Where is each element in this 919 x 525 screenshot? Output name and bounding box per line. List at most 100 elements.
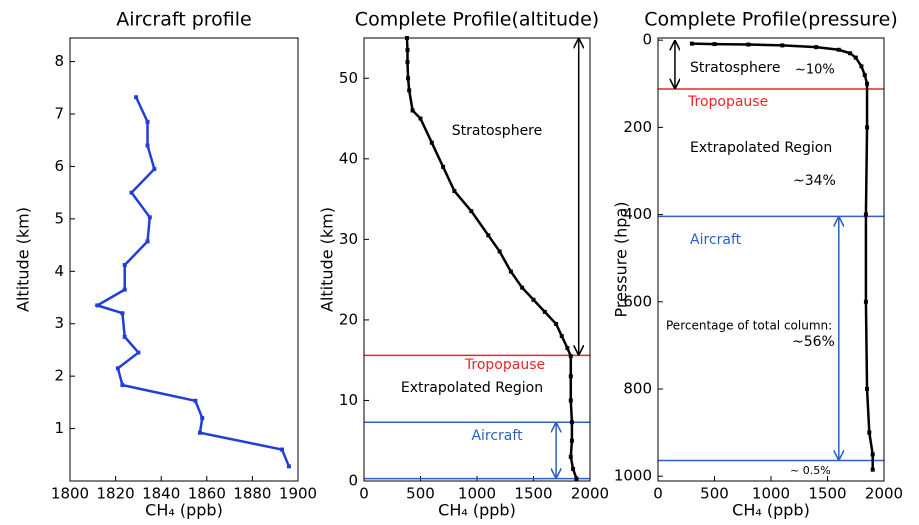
- point: [486, 233, 491, 238]
- x-axis-label: CH₄ (ppb): [438, 501, 516, 520]
- point: [406, 76, 411, 81]
- x-tick-label: 1800: [51, 485, 89, 503]
- point: [120, 383, 125, 388]
- y-tick-label: 7: [54, 105, 64, 123]
- y-tick-label: 20: [339, 310, 358, 328]
- point: [574, 476, 579, 481]
- annotation: Tropopause: [687, 94, 768, 110]
- y-axis-label: Altitude (km): [14, 207, 33, 312]
- point: [554, 321, 559, 326]
- point: [115, 366, 120, 371]
- point: [569, 438, 574, 443]
- x-tick-label: 1820: [97, 485, 135, 503]
- plot-frame: [69, 37, 299, 482]
- panel-title: Aircraft profile: [116, 9, 251, 31]
- y-tick-label: 0: [348, 472, 358, 490]
- plot-frame: [363, 37, 591, 482]
- point: [497, 249, 502, 254]
- annotation: Aircraft: [471, 428, 523, 444]
- y-tick-label: 800: [623, 379, 652, 397]
- point: [134, 95, 139, 100]
- point: [867, 430, 872, 435]
- point: [862, 73, 867, 78]
- x-tick-label: 1880: [233, 485, 271, 503]
- point: [95, 303, 100, 308]
- x-tick-label: 1000: [752, 485, 790, 503]
- x-tick-label: 0: [653, 485, 663, 503]
- point: [200, 416, 205, 421]
- point: [145, 239, 150, 244]
- annotation: Percentage of total column:: [666, 319, 832, 333]
- profile-line: [405, 37, 578, 479]
- point: [520, 285, 525, 290]
- x-axis-label: CH₄ (ppb): [732, 501, 810, 520]
- y-axis-label: Pressure (hpa): [612, 202, 631, 318]
- y-tick-label: 1: [54, 419, 64, 437]
- y-axis-label: Altitude (km): [318, 207, 337, 312]
- plot-frame: [657, 37, 885, 482]
- point: [508, 269, 513, 274]
- y-tick-label: 40: [339, 149, 358, 167]
- annotation: ~56%: [792, 334, 835, 350]
- point: [152, 167, 157, 172]
- x-tick-label: 1840: [142, 485, 180, 503]
- y-tick-label: 10: [339, 391, 358, 409]
- point: [452, 189, 457, 194]
- point: [865, 386, 870, 391]
- annotation: ~ 0.5%: [790, 464, 831, 477]
- point: [136, 350, 141, 355]
- panel-title: Complete Profile(altitude): [355, 9, 599, 31]
- annotation: Stratosphere: [690, 60, 781, 76]
- panel-title: Complete Profile(pressure): [644, 9, 898, 31]
- point: [559, 334, 564, 339]
- x-tick-label: 500: [406, 485, 435, 503]
- point: [405, 60, 410, 65]
- point: [568, 374, 573, 379]
- annotation: Tropopause: [464, 357, 545, 373]
- point: [780, 43, 785, 48]
- y-tick-label: 6: [54, 157, 64, 175]
- annotation: Extrapolated Region: [401, 380, 543, 396]
- point: [814, 45, 819, 50]
- x-tick-label: 1860: [188, 485, 226, 503]
- y-tick-label: 3: [54, 314, 64, 332]
- point: [197, 430, 202, 435]
- point: [746, 42, 751, 47]
- y-tick-label: 4: [54, 262, 64, 280]
- profile-line: [94, 96, 291, 467]
- point: [568, 454, 573, 459]
- profile-line: [691, 42, 874, 470]
- point: [193, 398, 198, 403]
- point: [863, 212, 868, 217]
- point: [870, 467, 875, 472]
- point: [469, 209, 474, 214]
- y-tick-label: 1000: [614, 467, 652, 485]
- point: [122, 287, 127, 292]
- annotation: Stratosphere: [452, 123, 543, 139]
- point: [418, 116, 423, 121]
- point: [853, 55, 858, 60]
- annotation: Extrapolated Region: [690, 140, 832, 156]
- point: [571, 466, 576, 471]
- point: [859, 64, 864, 69]
- point: [429, 140, 434, 145]
- point: [712, 42, 717, 47]
- point: [689, 41, 694, 46]
- y-tick-label: 400: [623, 205, 652, 223]
- y-tick-label: 600: [623, 292, 652, 310]
- point: [569, 420, 574, 425]
- x-tick-label: 1500: [514, 485, 552, 503]
- point: [122, 334, 127, 339]
- annotation: ~10%: [795, 63, 835, 78]
- point: [531, 297, 536, 302]
- point: [863, 299, 868, 304]
- x-tick-label: 2000: [865, 485, 903, 503]
- point: [848, 51, 853, 56]
- point: [865, 81, 870, 86]
- point: [542, 309, 547, 314]
- point: [145, 119, 150, 124]
- point: [280, 447, 285, 452]
- point: [405, 48, 410, 53]
- point: [870, 452, 875, 457]
